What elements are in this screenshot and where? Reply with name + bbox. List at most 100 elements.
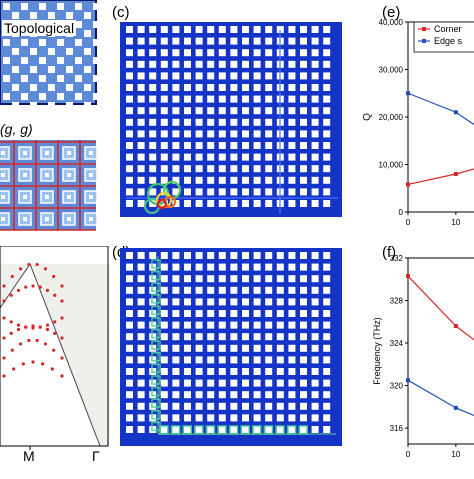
air-hole [195, 391, 203, 399]
panel-b-label: (g, g) [0, 121, 33, 137]
tick-Gamma: Γ [92, 448, 100, 464]
air-hole [230, 321, 238, 329]
air-hole [195, 368, 203, 375]
air-hole [149, 95, 157, 103]
data-point [453, 324, 458, 329]
air-hole [218, 333, 226, 341]
air-hole [172, 286, 180, 294]
air-hole [184, 402, 191, 410]
hole [3, 93, 10, 100]
air-hole [276, 275, 284, 283]
hole [57, 75, 64, 82]
air-hole [230, 165, 238, 173]
air-hole [311, 188, 319, 196]
air-hole [149, 37, 157, 45]
hole [48, 12, 55, 19]
edge-field [151, 386, 161, 397]
air-hole [218, 321, 226, 329]
air-hole [265, 263, 273, 271]
hole [66, 12, 73, 19]
air-hole [172, 263, 180, 271]
air-hole [172, 188, 180, 196]
hole [1, 195, 5, 199]
air-hole [276, 344, 284, 352]
edge-field [151, 328, 161, 339]
air-hole [230, 142, 238, 149]
air-hole [276, 379, 284, 387]
air-hole [288, 153, 296, 161]
air-hole [323, 153, 331, 161]
air-hole [276, 321, 284, 329]
hole [12, 66, 19, 73]
hole [1, 151, 5, 155]
y-tick-label: 30,000 [379, 66, 404, 75]
air-hole [288, 118, 296, 126]
hole [66, 66, 73, 73]
air-hole [300, 310, 307, 317]
air-hole [265, 426, 273, 433]
air-hole [323, 414, 331, 422]
band-point [60, 284, 64, 288]
air-hole [230, 252, 238, 259]
band-point [10, 348, 14, 352]
air-hole [300, 153, 307, 161]
data-point [453, 405, 458, 410]
air-hole [253, 414, 261, 422]
air-hole [288, 414, 296, 422]
air-hole [276, 368, 284, 375]
air-hole [253, 321, 261, 329]
air-hole [184, 310, 191, 317]
air-hole [149, 130, 157, 138]
air-hole [218, 402, 226, 410]
air-hole [184, 72, 191, 80]
y-tick-label: 324 [390, 339, 404, 348]
air-hole [230, 368, 238, 375]
air-hole [137, 153, 145, 161]
air-hole [300, 252, 307, 259]
air-hole [253, 188, 261, 196]
air-hole [172, 72, 180, 80]
air-hole [172, 298, 180, 306]
band-point [60, 356, 64, 360]
y-tick-label: 328 [390, 297, 404, 306]
air-hole [184, 333, 191, 341]
air-hole [253, 130, 261, 138]
air-hole [242, 118, 249, 126]
band-point [24, 325, 28, 329]
air-hole [195, 118, 203, 126]
hole [93, 75, 100, 82]
air-hole [253, 275, 261, 283]
data-point [453, 172, 458, 176]
air-hole [242, 49, 249, 57]
air-hole [160, 263, 168, 271]
panel-d [120, 248, 342, 446]
air-hole [172, 176, 180, 184]
air-hole [126, 60, 133, 68]
air-hole [160, 107, 168, 115]
air-hole [230, 200, 238, 207]
air-hole [160, 130, 168, 138]
air-hole [311, 426, 319, 433]
air-hole [242, 379, 249, 387]
air-hole [149, 84, 157, 91]
air-hole [253, 391, 261, 399]
air-hole [242, 188, 249, 196]
air-hole [195, 426, 203, 433]
air-hole [149, 142, 157, 149]
band-point [16, 288, 21, 292]
air-hole [172, 130, 180, 138]
edge-field [151, 352, 161, 362]
air-hole [311, 107, 319, 115]
hole [30, 48, 37, 55]
hole [3, 57, 10, 64]
air-hole [311, 286, 319, 294]
air-hole [265, 391, 273, 399]
air-hole [137, 130, 145, 138]
air-hole [149, 49, 157, 57]
air-hole [160, 165, 168, 173]
air-hole [160, 356, 168, 364]
panel-c-field-map [120, 22, 342, 217]
air-hole [207, 344, 215, 352]
air-hole [230, 426, 238, 433]
air-hole [242, 153, 249, 161]
